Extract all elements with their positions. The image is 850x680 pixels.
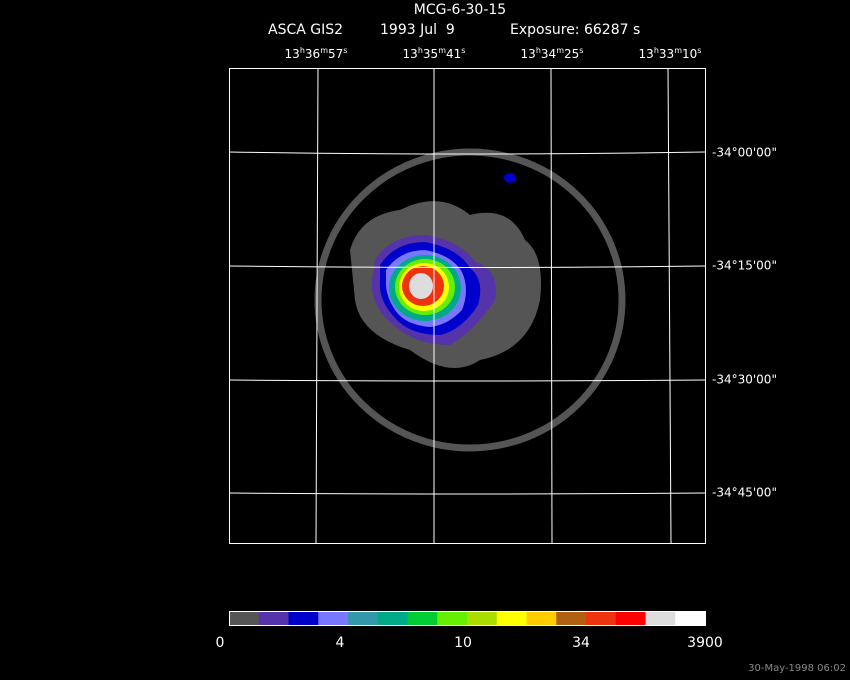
colorbar-swatch [258,611,289,625]
blob [504,173,516,183]
colorbar-swatch [467,611,498,625]
ra-line [315,67,319,544]
ra-number: 13 [639,47,654,61]
dec-line [228,151,706,155]
dec-label: -34°45'00" [712,486,777,500]
ra-number: 35 [423,47,438,61]
ra-label: 13h35m41s [403,46,466,61]
frame [229,68,706,544]
colorbar-swatch [318,611,349,625]
ra-number: 10 [682,47,697,61]
ra-number: 13 [285,47,300,61]
ra-unit: h [300,46,305,55]
colorbar-swatch [348,611,379,625]
ra-unit: m [674,46,682,55]
colorbar-swatch [407,611,438,625]
ra-number: 13 [403,47,418,61]
ra-unit: h [654,46,659,55]
dec-line [228,492,706,495]
timestamp: 30-May-1998 06:02 [748,663,846,674]
dec-label: -34°15'00" [712,259,777,273]
colorbar-swatch [288,611,319,625]
title: MCG-6-30-15 [414,2,506,18]
colorbar-label: 10 [454,635,472,651]
ra-number: 25 [564,47,579,61]
colorbar-swatch [526,611,557,625]
colorbar-label: 34 [572,635,590,651]
ra-line [550,67,553,544]
ra-unit: s [343,46,347,55]
ra-unit: m [556,46,564,55]
ra-label: 13h36m57s [285,46,348,61]
dec-label: -34°00'00" [712,146,777,160]
colorbar-swatch [645,611,676,625]
colorbar-frame [229,611,706,626]
ra-unit: s [697,46,701,55]
ra-line [667,67,672,544]
exposure: Exposure: 66287 s [510,22,640,38]
ra-label: 13h34m25s [521,46,584,61]
colorbar-swatch [675,611,706,625]
ra-number: 57 [328,47,343,61]
instrument: ASCA GIS2 [268,22,343,38]
ra-unit: h [536,46,541,55]
colorbar-label: 4 [336,635,345,651]
colorbar-swatch [586,611,617,625]
date: 1993 Jul 9 [380,22,455,38]
ra-number: 36 [305,47,320,61]
dec-label: -34°30'00" [712,373,777,387]
ra-unit: m [320,46,328,55]
ra-label: 13h33m10s [639,46,702,61]
ra-number: 13 [521,47,536,61]
colorbar-label: 3900 [687,635,723,651]
coordinate-grid [228,67,706,544]
ra-unit: s [579,46,583,55]
colorbar-label: 0 [216,635,225,651]
colorbar-swatch [437,611,468,625]
ra-number: 34 [541,47,556,61]
colorbar-swatch [556,611,587,625]
colorbar-swatch [496,611,527,625]
ra-unit: m [438,46,446,55]
detector-ring [314,148,626,452]
contour [409,273,433,299]
dec-line [228,379,706,382]
ra-unit: h [418,46,423,55]
ra-number: 33 [659,47,674,61]
colorbar-swatch [377,611,408,625]
dec-line [228,265,706,268]
ra-unit: s [461,46,465,55]
ra-number: 41 [446,47,461,61]
colorbar-swatch [229,611,260,625]
colorbar-swatch [615,611,646,625]
